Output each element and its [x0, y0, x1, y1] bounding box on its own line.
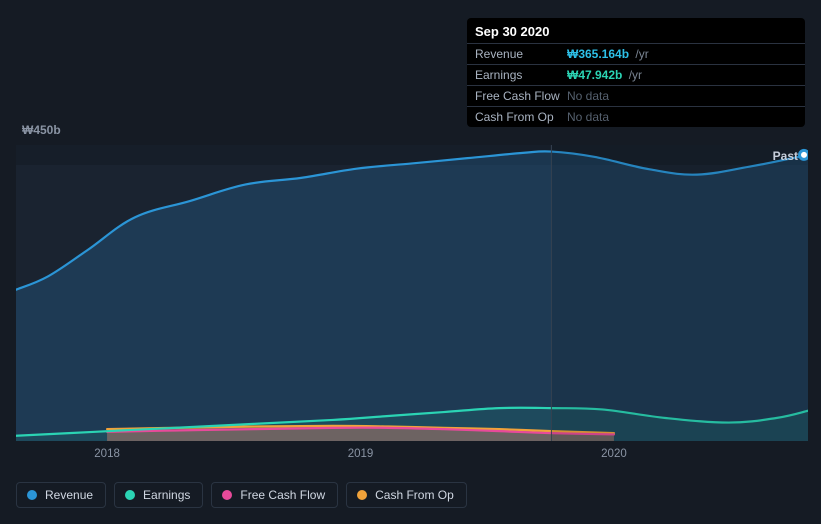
- tooltip-row-label: Cash From Op: [475, 110, 567, 124]
- legend-label: Earnings: [143, 488, 190, 502]
- legend-item-earnings[interactable]: Earnings: [114, 482, 203, 508]
- legend-item-revenue[interactable]: Revenue: [16, 482, 106, 508]
- x-axis: 2018 2019 2020: [16, 448, 808, 464]
- legend: Revenue Earnings Free Cash Flow Cash From O…: [16, 482, 467, 508]
- tooltip-row-label: Revenue: [475, 47, 567, 61]
- y-tick-top: ₩450b: [22, 123, 61, 137]
- end-marker: [800, 150, 809, 159]
- future-overlay: [551, 145, 808, 441]
- tooltip-row: Cash From OpNo data: [467, 106, 805, 127]
- tooltip-row-unit: /yr: [632, 47, 649, 61]
- legend-label: Cash From Op: [375, 488, 454, 502]
- tooltip-row: Revenue₩365.164b /yr: [467, 43, 805, 64]
- tooltip-row-value: ₩365.164b /yr: [567, 47, 649, 61]
- legend-dot-icon: [357, 490, 367, 500]
- legend-label: Free Cash Flow: [240, 488, 325, 502]
- tooltip-row-nodata: No data: [567, 89, 609, 103]
- tooltip-row-label: Free Cash Flow: [475, 89, 567, 103]
- legend-dot-icon: [27, 490, 37, 500]
- tooltip-date: Sep 30 2020: [467, 18, 805, 43]
- x-tick: 2019: [348, 448, 374, 460]
- tooltip-row: Free Cash FlowNo data: [467, 85, 805, 106]
- tooltip-row-unit: /yr: [625, 68, 642, 82]
- legend-item-cashop[interactable]: Cash From Op: [346, 482, 467, 508]
- chart-area[interactable]: Past: [16, 145, 808, 441]
- past-label: Past: [773, 149, 798, 163]
- legend-item-fcf[interactable]: Free Cash Flow: [211, 482, 338, 508]
- x-tick: 2020: [601, 448, 627, 460]
- tooltip-row-label: Earnings: [475, 68, 567, 82]
- tooltip-card: Sep 30 2020 Revenue₩365.164b /yrEarnings…: [467, 18, 805, 127]
- tooltip-row-nodata: No data: [567, 110, 609, 124]
- legend-dot-icon: [222, 490, 232, 500]
- tooltip-row-value: ₩47.942b /yr: [567, 68, 642, 82]
- legend-label: Revenue: [45, 488, 93, 502]
- legend-dot-icon: [125, 490, 135, 500]
- tooltip-row: Earnings₩47.942b /yr: [467, 64, 805, 85]
- x-tick: 2018: [94, 448, 120, 460]
